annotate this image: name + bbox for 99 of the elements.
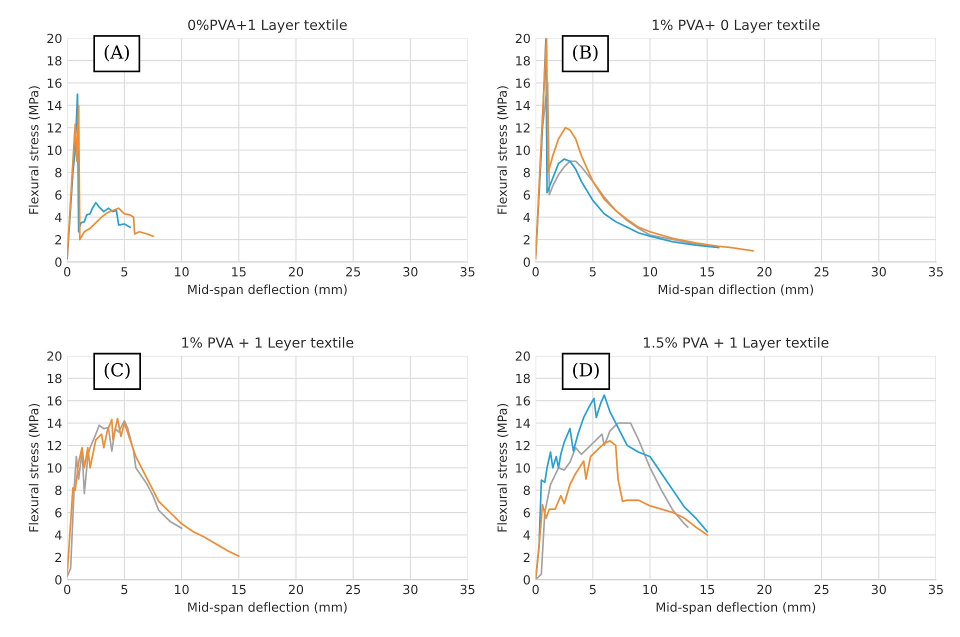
y-tick-label: 16 — [48, 396, 62, 406]
line-series — [536, 38, 754, 260]
y-tick-label: 10 — [516, 146, 530, 156]
line-series — [67, 93, 131, 260]
y-tick-label: 20 — [516, 34, 530, 44]
y-tick-label: 14 — [516, 418, 530, 428]
line-series — [536, 422, 689, 580]
y-tick-label: 10 — [516, 463, 530, 473]
line-series — [67, 418, 240, 575]
x-tick-label: 35 — [929, 584, 943, 594]
annotation: (D) — [573, 362, 599, 380]
y-tick-label: 2 — [524, 552, 530, 562]
x-tick-label: 25 — [346, 267, 360, 276]
x-tick-label: 5 — [590, 267, 596, 276]
chart-title: 1% PVA + 1 Leyer textile — [182, 337, 354, 350]
y-tick-label: 2 — [55, 235, 62, 244]
x-tick-label: 5 — [121, 267, 128, 276]
y-tick-label: 12 — [48, 440, 62, 450]
y-tick-label: 16 — [516, 396, 530, 406]
x-tick-label: 0 — [532, 584, 539, 594]
line-series — [67, 104, 154, 258]
x-tick-label: 10 — [175, 267, 189, 276]
y-tick-label: 12 — [48, 123, 62, 132]
x-tick-label: 20 — [288, 267, 304, 276]
x-axis-title: Mid-span deflection (mm) — [656, 602, 816, 614]
y-tick-label: 20 — [47, 34, 62, 44]
x-tick-label: 25 — [814, 267, 828, 276]
y-tick-label: 8 — [55, 486, 62, 496]
y-tick-label: 6 — [524, 190, 530, 200]
chart-title: 0%PVA+1 Layer textile — [188, 19, 347, 33]
x-tick-label: 25 — [346, 584, 360, 594]
x-axis-title: Mid-span deflection (mm) — [188, 284, 347, 297]
y-tick-label: 14 — [516, 100, 530, 110]
x-tick-label: 10 — [643, 267, 658, 276]
y-axis-title: Flexural stress (MPa) — [28, 404, 40, 532]
x-tick-label: 30 — [872, 584, 886, 594]
y-tick-label: 18 — [48, 56, 62, 66]
y-axis-title: Flexural stress (MPa) — [497, 86, 508, 214]
y-tick-label: 0 — [524, 575, 530, 585]
x-axis-title: Mid-span diflection (mm) — [658, 284, 814, 297]
y-tick-label: 2 — [55, 552, 62, 562]
x-tick-label: 10 — [643, 584, 658, 594]
x-tick-label: 5 — [121, 584, 128, 594]
y-tick-label: 6 — [55, 190, 62, 200]
y-tick-label: 10 — [48, 146, 62, 156]
x-tick-label: 15 — [700, 267, 714, 276]
line-series — [67, 420, 182, 578]
x-tick-label: 30 — [872, 267, 886, 276]
y-tick-label: 2 — [524, 235, 530, 244]
chart-title: 1.5% PVA + 1 Layer textile — [644, 337, 828, 350]
x-tick-label: 0 — [64, 584, 70, 594]
x-tick-label: 10 — [175, 584, 189, 594]
x-tick-label: 25 — [814, 584, 828, 594]
x-tick-label: 30 — [403, 584, 418, 594]
x-tick-label: 35 — [460, 267, 474, 276]
y-tick-label: 14 — [48, 100, 62, 110]
x-tick-label: 5 — [590, 584, 596, 594]
y-tick-label: 12 — [516, 123, 530, 132]
line-series — [536, 440, 708, 580]
y-axis-title: Flexural stress (MPa) — [497, 404, 508, 532]
annotation: (C) — [104, 362, 130, 380]
y-axis-title: Flexural stress (MPa) — [28, 86, 40, 214]
y-tick-label: 20 — [516, 351, 530, 361]
y-tick-label: 0 — [524, 257, 530, 267]
y-tick-label: 0 — [55, 575, 62, 585]
y-tick-label: 8 — [524, 168, 530, 178]
y-tick-label: 6 — [55, 508, 62, 518]
y-tick-label: 18 — [48, 374, 62, 384]
y-tick-label: 16 — [48, 78, 62, 88]
annotation: (B) — [573, 44, 598, 62]
x-tick-label: 15 — [232, 267, 246, 276]
y-tick-label: 16 — [516, 78, 530, 88]
chart-title: 1% PVA+ 0 Layer textile — [652, 19, 820, 33]
y-tick-label: 18 — [516, 374, 530, 384]
x-tick-label: 15 — [700, 584, 714, 594]
y-tick-label: 4 — [523, 212, 530, 222]
x-tick-label: 30 — [403, 267, 418, 276]
x-tick-label: 35 — [929, 267, 943, 276]
y-tick-label: 4 — [54, 530, 62, 540]
x-tick-label: 15 — [232, 584, 246, 594]
annotation: (A) — [104, 44, 129, 62]
y-tick-label: 4 — [523, 530, 530, 540]
y-tick-label: 18 — [516, 56, 530, 66]
y-tick-label: 0 — [55, 257, 62, 267]
y-tick-label: 12 — [516, 440, 530, 450]
y-tick-label: 4 — [54, 212, 62, 222]
x-tick-label: 0 — [64, 267, 70, 276]
x-tick-label: 20 — [288, 584, 304, 594]
y-tick-label: 14 — [48, 418, 62, 428]
x-tick-label: 20 — [757, 584, 772, 594]
y-tick-label: 10 — [48, 463, 62, 473]
x-tick-label: 35 — [460, 584, 474, 594]
y-tick-label: 6 — [524, 508, 530, 518]
x-tick-label: 20 — [757, 267, 772, 276]
x-axis-title: Mid-span deflection (mm) — [188, 602, 347, 614]
y-tick-label: 8 — [524, 486, 530, 496]
x-tick-label: 0 — [532, 267, 539, 276]
y-tick-label: 20 — [47, 351, 62, 361]
y-tick-label: 8 — [55, 168, 62, 178]
